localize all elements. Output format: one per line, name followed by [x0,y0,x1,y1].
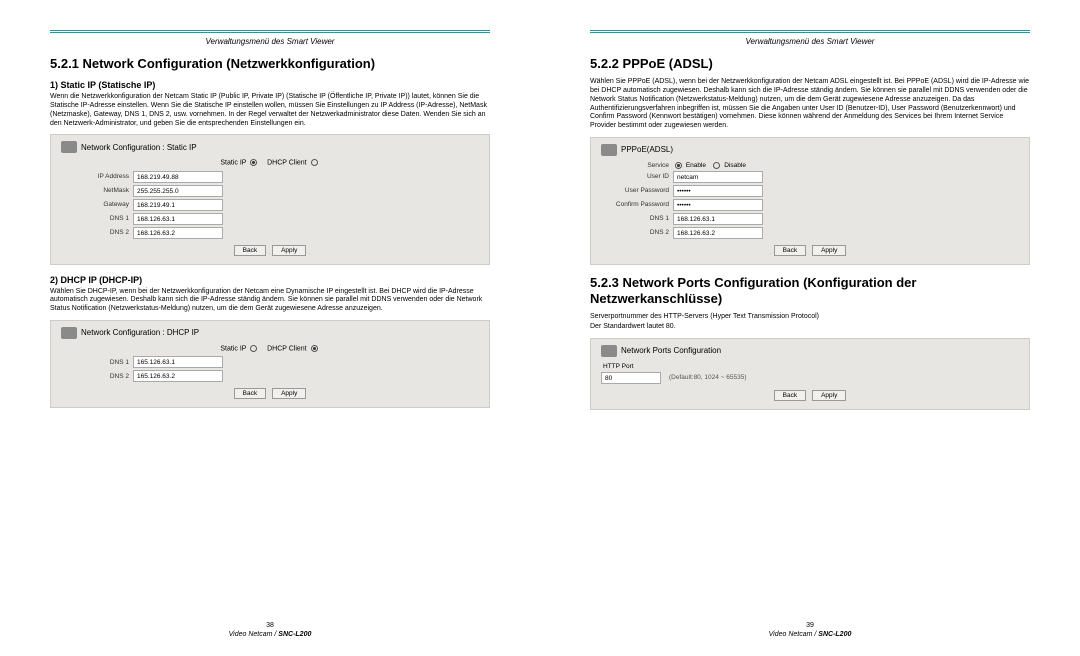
header-label: Verwaltungsmenü des Smart Viewer [590,37,1030,46]
section-522-title: 5.2.2 PPPoE (ADSL) [590,56,1030,72]
radio-label-dhcp: DHCP Client [267,160,307,167]
input-netmask[interactable]: 255.255.255.0 [133,185,223,197]
apply-button[interactable]: Apply [272,388,306,399]
back-button[interactable]: Back [774,245,806,256]
network-icon [61,327,77,339]
footer-left: 38 Video Netcam / SNC-L200 [0,622,540,638]
page-left: Verwaltungsmenü des Smart Viewer 5.2.1 N… [0,0,540,656]
radio-static[interactable] [250,345,257,352]
footer-model: SNC-L200 [818,631,851,638]
footer-right: 39 Video Netcam / SNC-L200 [540,622,1080,638]
back-button[interactable]: Back [774,390,806,401]
panel-dhcp: Network Configuration : DHCP IP Static I… [50,320,490,408]
lbl-dns1: DNS 1 [601,215,673,222]
para-dhcp: Wählen Sie DHCP-IP, wenn bei der Netzwer… [50,288,490,314]
input-userpw[interactable]: •••••• [673,185,763,197]
lbl-dns2: DNS 2 [601,229,673,236]
header-label: Verwaltungsmenü des Smart Viewer [50,37,490,46]
network-icon [601,345,617,357]
page-right: Verwaltungsmenü des Smart Viewer 5.2.2 P… [540,0,1080,656]
para-pppoe: Wählen Sie PPPoE (ADSL), wenn bei der Ne… [590,78,1030,131]
input-httpport[interactable]: 80 [601,372,661,384]
lbl-netmask: NetMask [61,187,133,194]
header-rule [50,30,490,33]
input-dns2[interactable]: 165.126.63.2 [133,370,223,382]
sub-dhcp: 2) DHCP IP (DHCP-IP) [50,275,490,285]
panel-title-text: Network Configuration : Static IP [81,143,197,152]
para-ports-1: Serverportnummer des HTTP-Servers (Hyper… [590,313,1030,322]
radio-dhcp[interactable] [311,159,318,166]
panel-pppoe: PPPoE(ADSL) Service Enable Disable User … [590,137,1030,265]
network-icon [61,141,77,153]
input-gateway[interactable]: 168.219.49.1 [133,199,223,211]
lbl-confpw: Confirm Password [601,201,673,208]
lbl-ip: IP Address [61,173,133,180]
radio-disable[interactable] [713,162,720,169]
lbl-dns2: DNS 2 [61,229,133,236]
panel-title: Network Configuration : DHCP IP [61,327,479,339]
lbl-dns1: DNS 1 [61,359,133,366]
lbl-dns1: DNS 1 [61,215,133,222]
lbl-httpport: HTTP Port [603,363,1019,370]
panel-title: PPPoE(ADSL) [601,144,1019,156]
section-521-title: 5.2.1 Network Configuration (Netzwerkkon… [50,56,490,72]
footer-text: Video Netcam / [769,631,819,638]
input-dns1[interactable]: 168.126.63.1 [673,213,763,225]
radio-enable[interactable] [675,162,682,169]
radio-label-dhcp: DHCP Client [267,345,307,352]
radio-row: Static IP DHCP Client [61,159,479,166]
input-dns2[interactable]: 168.126.63.2 [133,227,223,239]
input-confpw[interactable]: •••••• [673,199,763,211]
lbl-dns2: DNS 2 [61,373,133,380]
input-dns1[interactable]: 165.126.63.1 [133,356,223,368]
panel-title-text: Network Configuration : DHCP IP [81,328,199,337]
lbl-userid: User ID [601,173,673,180]
panel-title: Network Ports Configuration [601,345,1019,357]
page-number: 39 [540,622,1080,629]
back-button[interactable]: Back [234,388,266,399]
panel-title-text: Network Ports Configuration [621,346,721,355]
radio-label-disable: Disable [724,162,746,169]
input-ip[interactable]: 168.219.49.88 [133,171,223,183]
input-userid[interactable]: netcam [673,171,763,183]
lbl-userpw: User Password [601,187,673,194]
apply-button[interactable]: Apply [812,390,846,401]
header-rule [590,30,1030,33]
section-523-title: 5.2.3 Network Ports Configuration (Konfi… [590,275,1030,308]
panel-ports: Network Ports Configuration HTTP Port 80… [590,338,1030,410]
radio-label-enable: Enable [686,162,706,169]
radio-row: Static IP DHCP Client [61,345,479,352]
apply-button[interactable]: Apply [812,245,846,256]
radio-label-static: Static IP [220,160,246,167]
input-dns1[interactable]: 168.126.63.1 [133,213,223,225]
apply-button[interactable]: Apply [272,245,306,256]
network-icon [601,144,617,156]
port-note: (Default:80, 1024 ~ 65535) [669,374,747,381]
panel-static-ip: Network Configuration : Static IP Static… [50,134,490,264]
footer-text: Video Netcam / [229,631,279,638]
para-static-ip: Wenn die Netzwerkkonfiguration der Netca… [50,93,490,128]
page-number: 38 [0,622,540,629]
panel-title-text: PPPoE(ADSL) [621,145,673,154]
panel-title: Network Configuration : Static IP [61,141,479,153]
lbl-service: Service [601,162,673,169]
lbl-gateway: Gateway [61,201,133,208]
radio-static[interactable] [250,159,257,166]
input-dns2[interactable]: 168.126.63.2 [673,227,763,239]
radio-dhcp[interactable] [311,345,318,352]
back-button[interactable]: Back [234,245,266,256]
para-ports-2: Der Standardwert lautet 80. [590,323,1030,332]
radio-label-static: Static IP [220,345,246,352]
footer-model: SNC-L200 [278,631,311,638]
service-radios: Enable Disable [673,162,746,169]
sub-static-ip: 1) Static IP (Statische IP) [50,80,490,90]
